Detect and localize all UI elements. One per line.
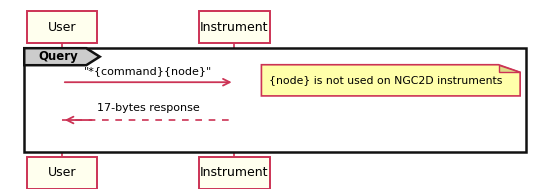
Text: "*{command}{node}": "*{command}{node}" <box>84 66 212 76</box>
Text: {node} is not used on NGC2D instruments: {node} is not used on NGC2D instruments <box>269 75 502 85</box>
Polygon shape <box>24 48 526 152</box>
FancyBboxPatch shape <box>199 11 270 43</box>
Text: Instrument: Instrument <box>200 167 269 179</box>
Polygon shape <box>261 65 520 96</box>
FancyBboxPatch shape <box>27 11 97 43</box>
Text: Query: Query <box>39 50 79 63</box>
Polygon shape <box>24 48 100 65</box>
FancyBboxPatch shape <box>27 157 97 189</box>
FancyBboxPatch shape <box>199 157 270 189</box>
Text: User: User <box>48 167 76 179</box>
Text: User: User <box>48 21 76 34</box>
Text: 17-bytes response: 17-bytes response <box>97 103 199 113</box>
Text: Instrument: Instrument <box>200 21 269 34</box>
Polygon shape <box>499 65 520 72</box>
